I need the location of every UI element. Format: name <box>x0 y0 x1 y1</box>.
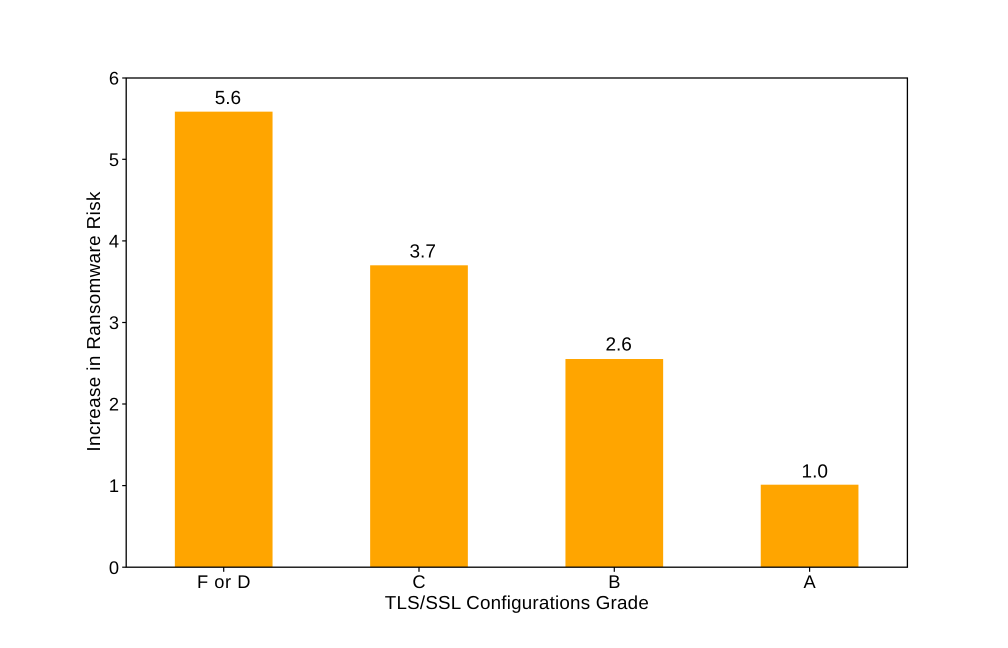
svg-text:5.6: 5.6 <box>215 88 241 109</box>
svg-text:2: 2 <box>109 394 119 415</box>
svg-text:4: 4 <box>109 230 119 251</box>
svg-text:1.0: 1.0 <box>802 461 828 482</box>
svg-text:3: 3 <box>109 312 119 333</box>
svg-text:C: C <box>412 571 425 592</box>
svg-text:F or D: F or D <box>197 571 251 592</box>
svg-text:6: 6 <box>109 67 119 88</box>
svg-text:0: 0 <box>109 557 119 578</box>
svg-text:Increase in Ransomware Risk: Increase in Ransomware Risk <box>83 191 104 452</box>
svg-text:1: 1 <box>109 475 119 496</box>
svg-text:2.6: 2.6 <box>605 335 631 356</box>
svg-text:TLS/SSL Configurations Grade: TLS/SSL Configurations Grade <box>385 592 649 613</box>
svg-text:A: A <box>803 571 816 592</box>
svg-text:5: 5 <box>109 149 119 170</box>
svg-text:3.7: 3.7 <box>409 241 435 262</box>
svg-text:B: B <box>608 571 620 592</box>
